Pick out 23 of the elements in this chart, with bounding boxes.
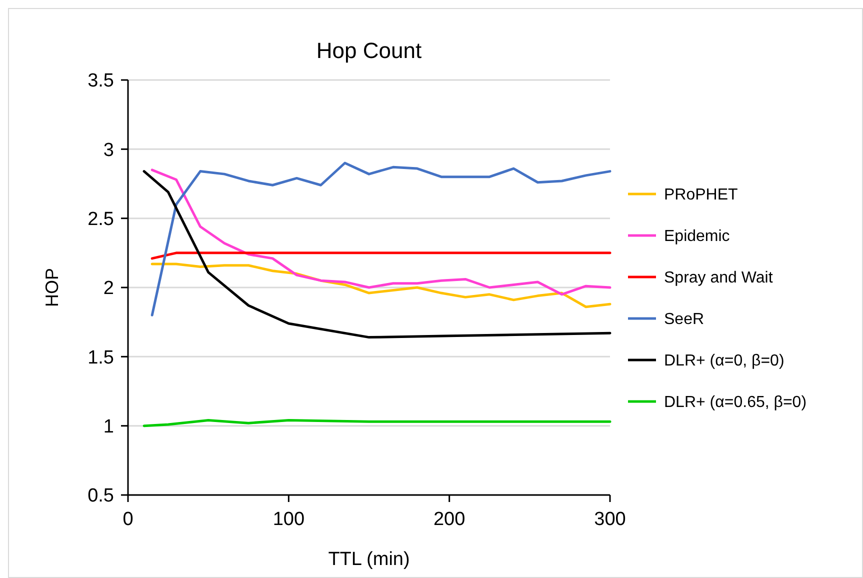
x-tick-label: 0: [122, 509, 134, 530]
chart-title: Hop Count: [316, 38, 422, 63]
legend-label: PRoPHET: [664, 186, 738, 204]
line-series: [150, 168, 612, 296]
line-series: [150, 162, 612, 316]
y-axis-title: HOP: [42, 268, 62, 308]
legend-label: Spray and Wait: [664, 270, 774, 287]
x-tick-label: 100: [272, 509, 305, 530]
x-tick-label: 300: [594, 509, 626, 530]
x-tick-label: 200: [433, 509, 466, 530]
legend-label: SeeR: [664, 311, 704, 328]
y-tick-label: 1: [103, 416, 114, 438]
y-tick-label: 2: [103, 278, 114, 300]
y-tick-label: 0.5: [88, 486, 114, 507]
legend-label: DLR+ (α=0.65, β=0): [664, 394, 807, 412]
y-tick-label: 2.5: [88, 208, 114, 230]
y-tick-label: 1.5: [88, 347, 114, 368]
line-series: [142, 170, 612, 339]
y-tick-label: 3: [103, 140, 114, 161]
legend-label: DLR+ (α=0, β=0): [664, 352, 784, 370]
y-tick-label: 3.5: [88, 70, 114, 92]
x-axis-title: TTL (min): [328, 549, 410, 570]
legend-label: Epidemic: [664, 228, 730, 246]
